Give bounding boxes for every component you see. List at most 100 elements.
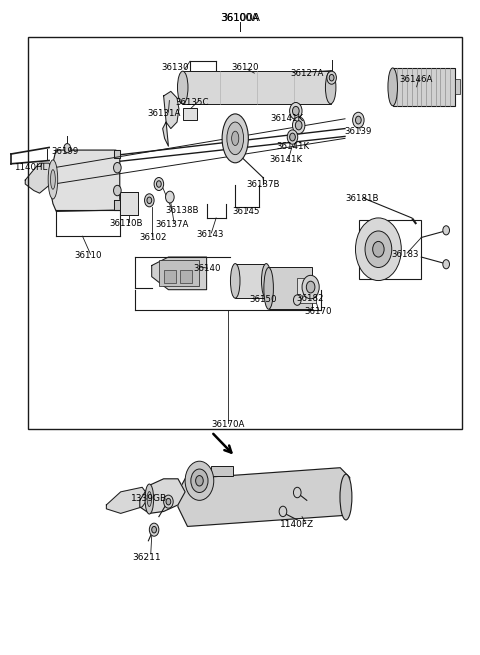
Ellipse shape — [50, 170, 55, 189]
Bar — [455, 79, 460, 94]
Circle shape — [156, 181, 161, 187]
Bar — [180, 270, 192, 283]
Circle shape — [327, 71, 336, 84]
Ellipse shape — [230, 263, 240, 298]
Circle shape — [114, 162, 121, 173]
Text: 36110B: 36110B — [109, 219, 143, 228]
Text: 36170A: 36170A — [211, 420, 245, 428]
Ellipse shape — [222, 114, 248, 163]
Polygon shape — [140, 479, 185, 514]
Circle shape — [356, 116, 361, 124]
Bar — [28, 37, 462, 428]
Circle shape — [372, 242, 384, 257]
Bar — [211, 466, 233, 476]
Bar — [183, 71, 331, 103]
Polygon shape — [114, 150, 120, 158]
Circle shape — [166, 498, 171, 505]
Circle shape — [149, 523, 159, 536]
Circle shape — [166, 191, 174, 203]
Text: 36183: 36183 — [391, 250, 419, 259]
Circle shape — [292, 106, 299, 115]
Circle shape — [191, 469, 208, 493]
Text: 36120: 36120 — [231, 64, 259, 73]
Text: 36102: 36102 — [139, 233, 167, 242]
Bar — [297, 278, 316, 303]
Text: 1140HL: 1140HL — [14, 163, 48, 172]
Circle shape — [152, 527, 156, 533]
Circle shape — [292, 117, 305, 134]
Circle shape — [302, 275, 319, 299]
Polygon shape — [25, 163, 53, 193]
Text: 36150: 36150 — [249, 295, 276, 304]
Text: 36143: 36143 — [196, 230, 224, 238]
Bar — [120, 192, 138, 215]
Text: 1140FZ: 1140FZ — [280, 520, 314, 529]
Circle shape — [365, 231, 392, 267]
Circle shape — [443, 259, 449, 269]
Ellipse shape — [262, 263, 271, 298]
Text: 36141K: 36141K — [276, 141, 309, 151]
Ellipse shape — [232, 131, 239, 145]
Text: 36211: 36211 — [132, 553, 161, 561]
Ellipse shape — [48, 160, 58, 199]
Ellipse shape — [325, 71, 336, 103]
Text: 36141K: 36141K — [269, 155, 302, 164]
Text: 36100A: 36100A — [221, 12, 259, 23]
Circle shape — [353, 112, 364, 128]
Circle shape — [289, 102, 302, 119]
Circle shape — [293, 487, 301, 498]
Bar — [164, 270, 176, 283]
Text: 36137B: 36137B — [246, 179, 280, 189]
Text: 36135C: 36135C — [176, 98, 209, 107]
Text: 36145: 36145 — [232, 207, 260, 216]
Text: 36170: 36170 — [304, 307, 332, 316]
Circle shape — [144, 194, 154, 207]
Circle shape — [154, 178, 164, 191]
Ellipse shape — [145, 484, 154, 514]
Text: 36100A: 36100A — [220, 12, 260, 23]
Circle shape — [295, 121, 302, 130]
Circle shape — [289, 133, 295, 141]
Circle shape — [443, 226, 449, 235]
Circle shape — [356, 218, 401, 280]
Ellipse shape — [178, 71, 188, 103]
Text: 36139: 36139 — [345, 127, 372, 136]
Bar — [159, 260, 199, 286]
Ellipse shape — [264, 267, 274, 309]
Polygon shape — [49, 150, 120, 212]
Text: 36146A: 36146A — [400, 75, 433, 84]
Text: 36199: 36199 — [51, 147, 79, 156]
Polygon shape — [114, 200, 120, 210]
Text: 36131A: 36131A — [147, 109, 180, 118]
Bar — [183, 108, 197, 120]
Text: 36141K: 36141K — [270, 114, 303, 123]
Ellipse shape — [227, 122, 243, 155]
Circle shape — [147, 197, 152, 204]
Bar — [235, 263, 266, 298]
Text: 36182: 36182 — [297, 293, 324, 303]
Circle shape — [329, 75, 334, 81]
Circle shape — [64, 143, 71, 153]
Circle shape — [164, 495, 173, 508]
Circle shape — [196, 476, 203, 486]
Ellipse shape — [147, 491, 152, 506]
Bar — [269, 267, 312, 309]
Text: 1339GB: 1339GB — [131, 494, 168, 503]
Polygon shape — [178, 468, 350, 527]
Text: 36138B: 36138B — [165, 206, 199, 215]
Text: 36130: 36130 — [162, 64, 189, 73]
Text: 36181B: 36181B — [345, 194, 378, 203]
Ellipse shape — [388, 68, 397, 105]
Text: 36110: 36110 — [74, 252, 102, 260]
Polygon shape — [152, 257, 206, 290]
Text: 36127A: 36127A — [290, 69, 324, 78]
Polygon shape — [107, 487, 149, 514]
Bar — [393, 68, 455, 105]
Circle shape — [185, 461, 214, 500]
Circle shape — [293, 295, 301, 305]
Circle shape — [287, 130, 298, 144]
Polygon shape — [163, 92, 179, 146]
Text: 36137A: 36137A — [155, 220, 189, 229]
Circle shape — [114, 185, 121, 196]
Circle shape — [306, 281, 315, 293]
